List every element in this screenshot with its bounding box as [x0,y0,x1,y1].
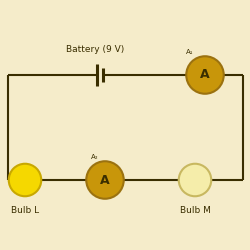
Text: Bulb M: Bulb M [180,206,210,215]
Circle shape [86,161,124,199]
Text: A: A [100,174,110,186]
Text: A₂: A₂ [91,154,99,160]
Text: A: A [200,68,210,82]
Text: Battery (9 V): Battery (9 V) [66,45,124,54]
Circle shape [186,56,224,94]
Text: A₁: A₁ [186,49,194,55]
Circle shape [179,164,211,196]
Text: Bulb L: Bulb L [11,206,39,215]
Circle shape [9,164,41,196]
